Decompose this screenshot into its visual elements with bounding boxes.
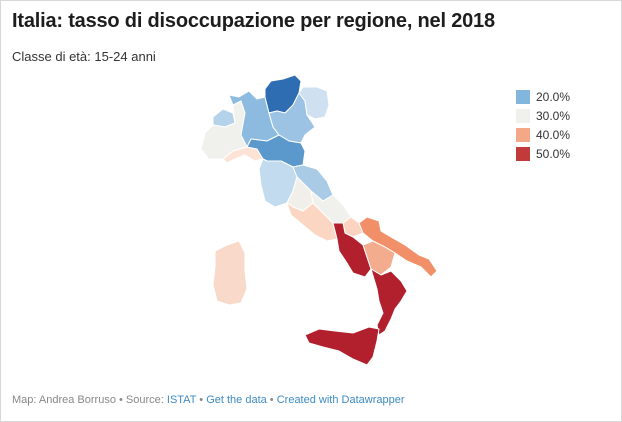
region-calabria[interactable] (370, 268, 408, 336)
source-link[interactable]: ISTAT (166, 394, 197, 406)
legend-item: 40.0% (516, 125, 570, 144)
legend-label: 40.0% (536, 127, 571, 142)
region-basilicata[interactable] (362, 240, 396, 276)
footer-separator: • (266, 394, 277, 406)
legend-swatch (516, 108, 530, 123)
legend-label: 50.0% (536, 146, 571, 161)
get-data-link[interactable]: Get the data (206, 394, 267, 406)
chart-subtitle: Classe di età: 15-24 anni (12, 49, 156, 64)
legend-label: 30.0% (536, 108, 571, 123)
legend-item: 20.0% (516, 87, 570, 106)
region-sicilia[interactable] (304, 326, 380, 366)
region-friuli-venezia-giulia[interactable] (298, 86, 330, 120)
legend-label: 20.0% (536, 89, 571, 104)
legend: 20.0% 30.0% 40.0% 50.0% (516, 87, 570, 163)
footer: Map: Andrea Borruso • Source: ISTAT • Ge… (12, 394, 405, 406)
datawrapper-link[interactable]: Created with Datawrapper (276, 394, 405, 406)
legend-swatch (516, 89, 530, 104)
region-liguria[interactable] (222, 146, 264, 164)
legend-swatch (516, 146, 530, 161)
legend-item: 50.0% (516, 144, 570, 163)
footer-credit: Map: Andrea Borruso • Source: (12, 394, 167, 406)
region-sardegna[interactable] (212, 240, 248, 306)
chart-title: Italia: tasso di disoccupazione per regi… (12, 10, 495, 32)
legend-swatch (516, 127, 530, 142)
legend-item: 30.0% (516, 106, 570, 125)
footer-separator: • (196, 394, 207, 406)
